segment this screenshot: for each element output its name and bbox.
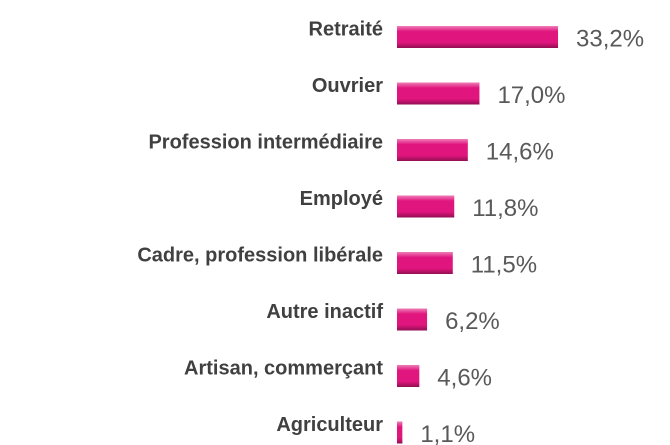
category-label: Employé: [300, 188, 383, 210]
value-label: 33,2%: [576, 25, 644, 52]
bar-bevel: [397, 195, 455, 218]
bar-bevel: [397, 365, 420, 387]
category-label: Profession intermédiaire: [148, 131, 383, 153]
value-label: 17,0%: [497, 82, 565, 109]
category-label: Artisan, commerçant: [184, 357, 383, 379]
bar-bevel: [397, 252, 453, 274]
bar-bevel: [397, 308, 428, 331]
value-label: 14,6%: [486, 138, 554, 165]
value-label: 4,6%: [437, 364, 492, 391]
category-label: Agriculteur: [276, 414, 383, 436]
category-label: Cadre, profession libérale: [137, 244, 383, 266]
value-label: 11,8%: [472, 195, 538, 222]
value-label: 6,2%: [445, 308, 500, 335]
value-label: 11,5%: [471, 251, 537, 278]
category-label: Autre inactif: [266, 301, 383, 323]
category-label: Retraité: [309, 18, 383, 40]
bar-bevel: [397, 139, 468, 161]
bar-bevel: [397, 26, 559, 48]
value-label: 1,1%: [420, 421, 475, 445]
bar-bevel: [397, 421, 403, 444]
bar-bevel: [397, 82, 480, 105]
category-label: Ouvrier: [312, 75, 383, 97]
